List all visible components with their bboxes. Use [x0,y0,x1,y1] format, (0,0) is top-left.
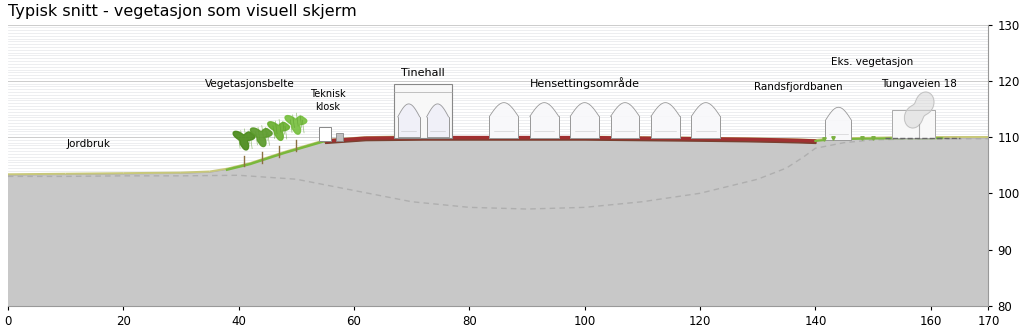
Bar [825,120,851,140]
Polygon shape [775,138,798,140]
Polygon shape [210,168,227,172]
Polygon shape [642,136,700,139]
Polygon shape [8,137,988,306]
Polygon shape [394,135,423,137]
Polygon shape [746,137,775,140]
Text: Eks. vegetasjon: Eks. vegetasjon [831,57,913,67]
Polygon shape [325,136,366,141]
Bar [610,117,639,137]
Polygon shape [959,136,988,138]
Polygon shape [227,162,250,170]
Polygon shape [181,171,210,174]
Polygon shape [250,151,285,164]
Bar [529,117,559,137]
Polygon shape [123,172,181,174]
Text: Tungaveien 18: Tungaveien 18 [882,79,957,89]
Polygon shape [902,136,931,138]
Polygon shape [827,137,839,140]
Bar [570,117,599,137]
Polygon shape [366,135,394,138]
Bar [489,117,518,137]
Bar [651,117,680,137]
Polygon shape [469,135,527,137]
Bar [892,110,935,138]
Polygon shape [931,136,959,138]
Bar [427,117,449,137]
Polygon shape [66,172,123,175]
Polygon shape [585,135,642,138]
Polygon shape [700,137,746,139]
Polygon shape [251,128,272,147]
Polygon shape [527,135,585,137]
Bar [319,127,331,141]
Bar [397,117,420,137]
Polygon shape [815,138,827,141]
Text: Teknisk
klosk: Teknisk klosk [310,89,346,112]
Polygon shape [233,131,255,150]
Polygon shape [8,173,66,175]
Text: Randsfjordbanen: Randsfjordbanen [754,82,843,92]
Bar [394,84,452,137]
Text: Jordbruk: Jordbruk [67,139,111,149]
Text: Hensettingsområde: Hensettingsområde [529,77,640,89]
Bar [336,132,343,141]
Polygon shape [798,138,815,141]
Polygon shape [285,139,325,153]
Polygon shape [267,122,290,140]
Polygon shape [904,92,934,128]
Polygon shape [285,116,307,134]
Text: Typisk snitt - vegetasjon som visuell skjerm: Typisk snitt - vegetasjon som visuell sk… [8,4,356,19]
Polygon shape [839,137,873,139]
Polygon shape [873,136,902,139]
Text: Tinehall: Tinehall [401,68,445,78]
Bar [691,117,720,137]
Polygon shape [423,135,469,137]
Text: Vegetasjonsbelte: Vegetasjonsbelte [205,79,295,89]
